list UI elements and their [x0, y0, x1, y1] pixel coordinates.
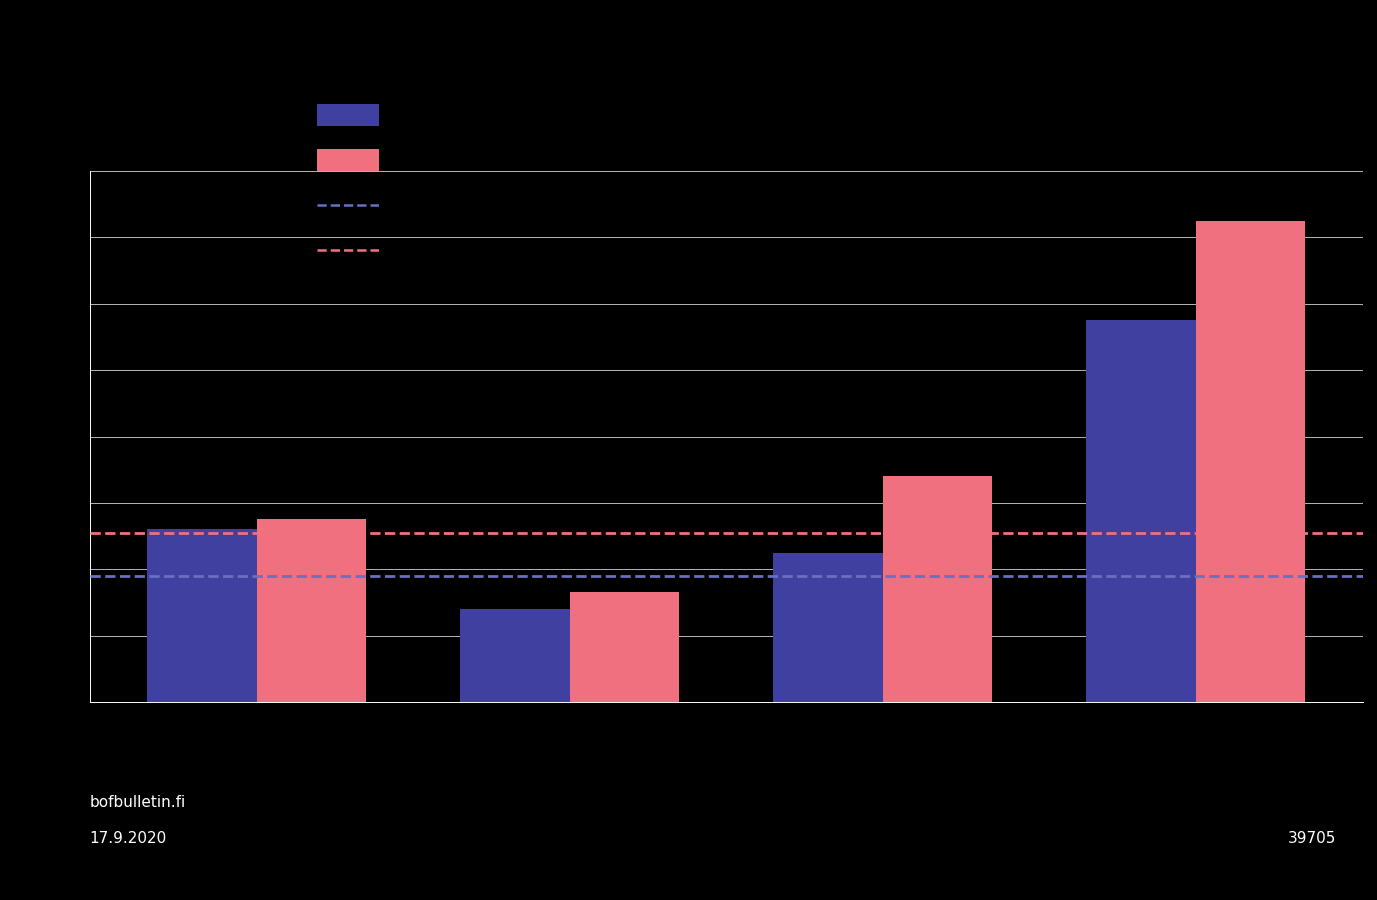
- Text: 17.9.2020: 17.9.2020: [90, 831, 167, 846]
- Bar: [570, 592, 679, 702]
- Bar: [460, 609, 570, 702]
- Text: bofbulletin.fi: bofbulletin.fi: [90, 795, 186, 810]
- Bar: [257, 519, 366, 702]
- Bar: [883, 476, 993, 702]
- Bar: [147, 529, 257, 702]
- Bar: [1195, 220, 1305, 702]
- Bar: [1086, 320, 1195, 702]
- Bar: [774, 553, 883, 702]
- Text: 39705: 39705: [1287, 831, 1336, 846]
